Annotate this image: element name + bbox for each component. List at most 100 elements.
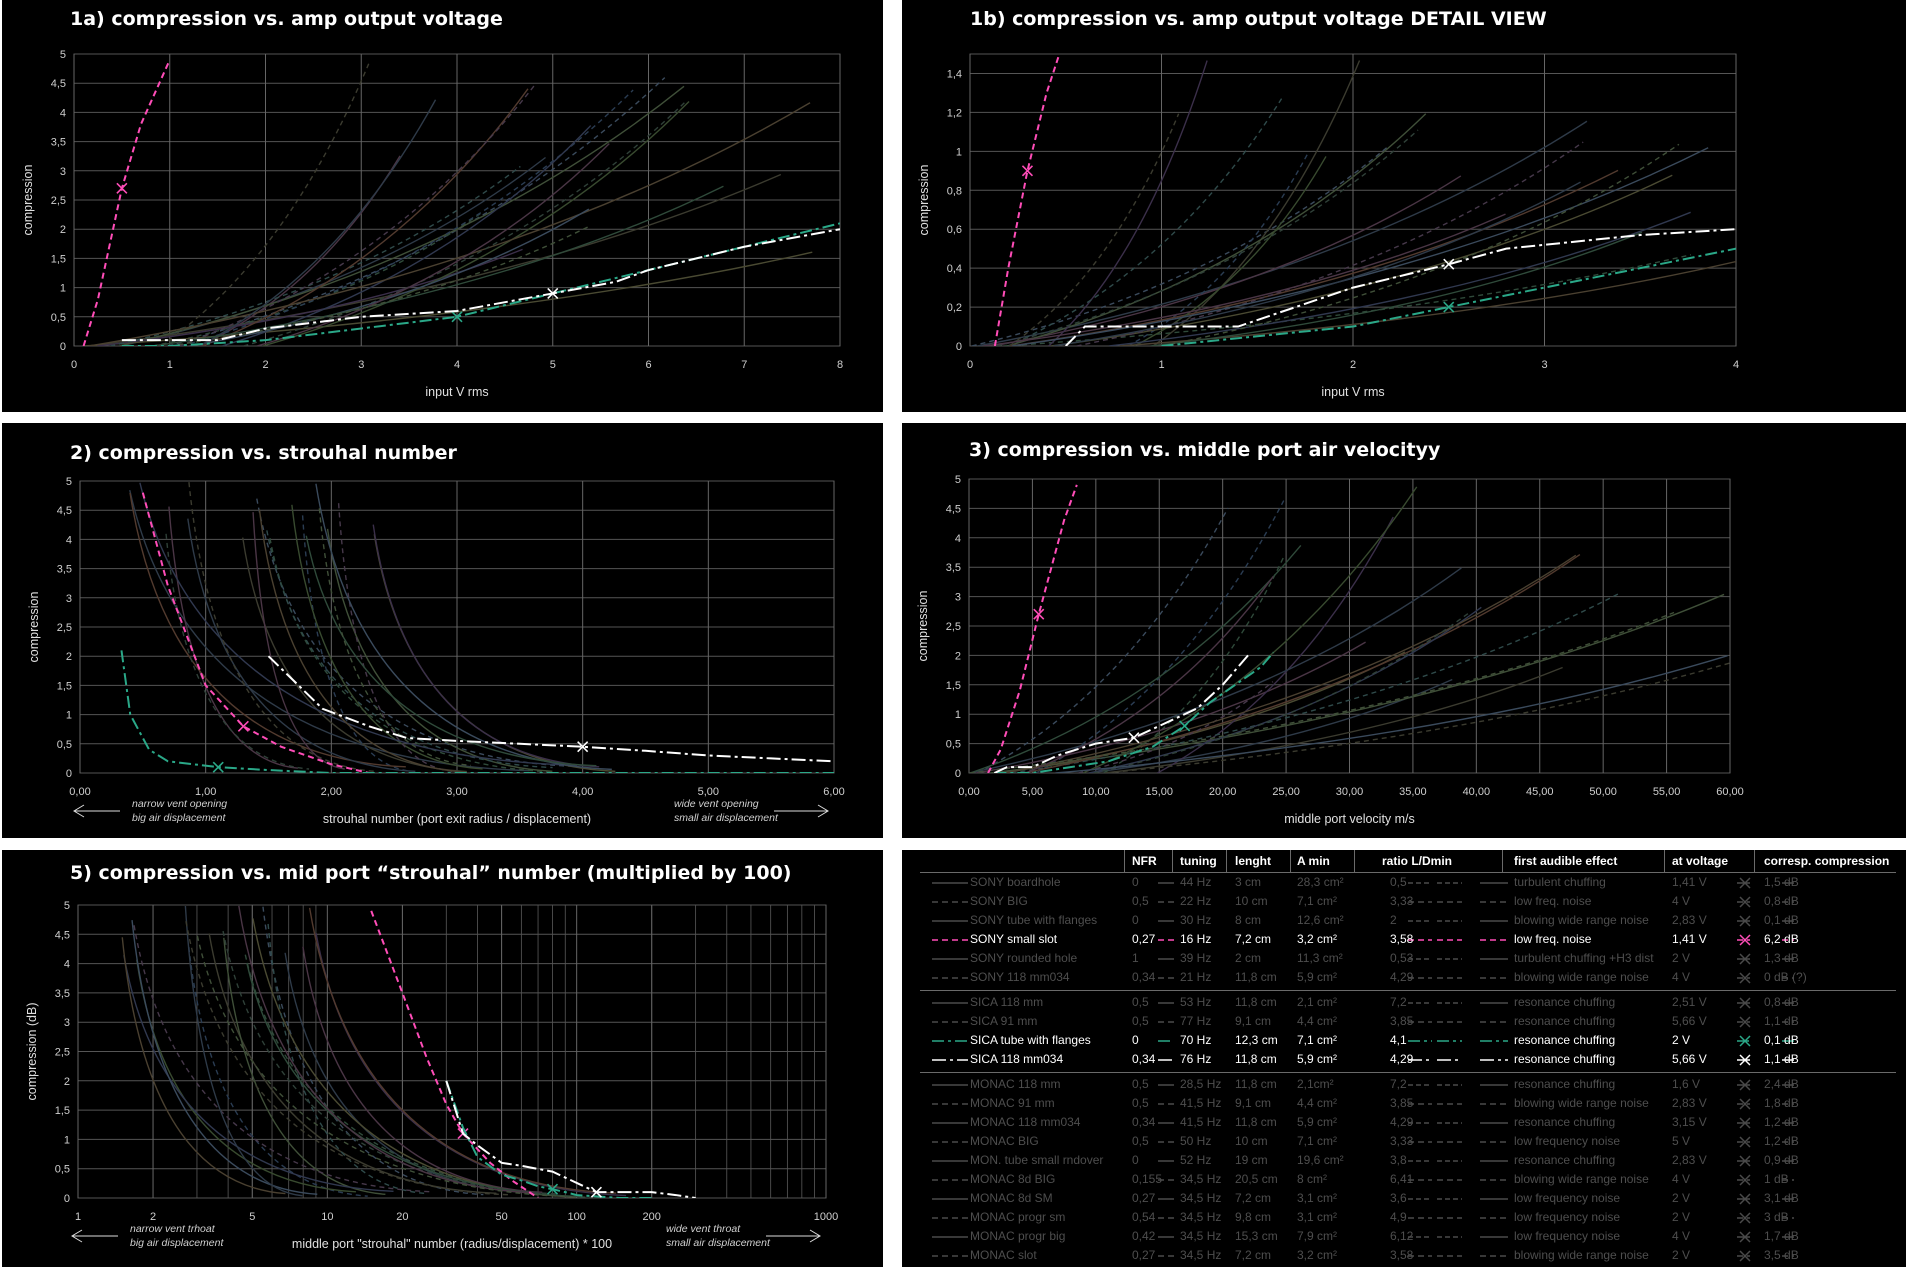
x-tick-label: 35,00 (1399, 786, 1427, 798)
table-cell-tuning: 44 Hz (1180, 875, 1212, 889)
table-cell-amin: 7,1 cm² (1297, 894, 1338, 908)
background-series-line (184, 905, 303, 1197)
legend-line-sample (932, 972, 1794, 984)
table-cell-length: 7,2 cm (1235, 932, 1272, 946)
table-cell-name: SICA 118 mm034 (970, 1052, 1064, 1066)
table-cell-name: MONAC 8d SM (970, 1191, 1053, 1205)
table-cell-effect: resonance chuffing (1514, 1153, 1616, 1167)
series-line-sica-tube-with-flanges (121, 222, 840, 346)
table-cell-voltage: 2,51 V (1672, 995, 1707, 1009)
table-cell-voltage: 2 V (1672, 1210, 1691, 1224)
background-series-group (83, 63, 813, 346)
table-cell-nfr: 0,5 (1132, 1096, 1149, 1110)
background-series-line (181, 89, 634, 346)
table-cell-comp: 6,2 dB (1764, 932, 1799, 946)
y-tick-label: 0,5 (946, 739, 961, 751)
background-series-line (165, 533, 310, 770)
table-cell-voltage: 4 V (1672, 894, 1691, 908)
y-tick-label: 4 (64, 959, 70, 971)
column-divider (1172, 850, 1173, 872)
table-cell-comp: 0,1 dB (1764, 1033, 1799, 1047)
y-tick-label: 1,5 (57, 680, 72, 692)
background-series-line (222, 930, 561, 1195)
x-axis-label: strouhal number (port exit radius / disp… (323, 812, 591, 826)
table-cell-name: MONAC slot (970, 1248, 1037, 1262)
y-tick-label: 2 (955, 650, 961, 662)
background-series-line (1008, 98, 1283, 346)
series-line-sica-118-mm034 (267, 655, 834, 763)
table-cell-voltage: 3,15 V (1672, 1115, 1707, 1129)
y-tick-label: 5 (60, 49, 66, 61)
y-tick-label: 1,2 (947, 107, 962, 119)
series-line-sica-118-mm034 (993, 654, 1249, 773)
y-tick-label: 0 (60, 341, 66, 353)
background-series-line (992, 175, 1462, 346)
y-tick-label: 1,4 (947, 68, 962, 80)
table-cell-tuning: 34,5 Hz (1180, 1229, 1222, 1243)
table-row: MONAC BIG 0,5 50 Hz 10 cm 7,1 cm² 3,33 low fre… (902, 1133, 1906, 1151)
table-cell-amin: 7,1 cm² (1297, 1134, 1338, 1148)
table-cell-length: 9,1 cm (1235, 1096, 1272, 1110)
table-row: MONAC 8d BIG 0,155 34,5 Hz 20,5 cm 8 cm² 6,41… (902, 1171, 1906, 1189)
background-series-line (1150, 231, 1643, 346)
table-cell-name: MONAC 118 mm (970, 1077, 1061, 1091)
table-cell-comp: 1,2 dB (1764, 1115, 1799, 1129)
x-tick-label: 3 (358, 359, 364, 371)
y-axis-label: compression (27, 592, 41, 663)
x-tick-label: 200 (643, 1211, 661, 1223)
x-tick-label: 1000 (814, 1211, 838, 1223)
background-series-line (266, 530, 553, 769)
table-cell-voltage: 1,6 V (1672, 1077, 1701, 1091)
series-marker (590, 1186, 602, 1198)
table-header: A min (1297, 854, 1330, 868)
table-cell-ratio: 0,53 (1390, 951, 1414, 965)
x-tick-label: 5 (249, 1211, 255, 1223)
y-tick-label: 2,5 (946, 621, 961, 633)
column-divider (1124, 850, 1125, 872)
arrow-left-icon (71, 1229, 118, 1243)
table-cell-nfr: 0,27 (1132, 1248, 1156, 1262)
legend-table: NFR tuning lenght A min ratio L/Dmin first au… (902, 850, 1906, 1267)
chart-5-svg: 0 0,5 1 1,5 2 2,5 3 3,5 4 4,5 5 1 2 5 10 20 50 100 200 1000… (25, 900, 838, 1251)
table-cell-nfr: 0,34 (1132, 1052, 1156, 1066)
table-header: first audible effect (1514, 854, 1618, 868)
background-series-line (139, 482, 577, 766)
table-cell-name: MONAC 118 mm034 (970, 1115, 1081, 1129)
table-cell-effect: blowing wide range noise (1514, 1096, 1649, 1110)
table-cell-ratio: 4,9 (1390, 1210, 1407, 1224)
series-line-sony-small-slot (993, 54, 1061, 346)
series-line-sica-tube-with-flanges (994, 651, 1275, 773)
legend-line-sample (932, 1231, 1794, 1243)
chart-panel-1b: 1b) compression vs. amp output voltage D… (902, 0, 1906, 412)
table-cell-length: 10 cm (1235, 894, 1268, 908)
x-tick-label: 4 (454, 359, 460, 371)
table-cell-nfr: 1 (1132, 951, 1139, 965)
table-cell-length: 8 cm (1235, 913, 1262, 927)
y-tick-label: 3,5 (55, 988, 70, 1000)
x-tick-label: 1 (167, 359, 173, 371)
table-cell-name: MONAC progr sm (970, 1210, 1066, 1224)
table-cell-name: MONAC 91 mm (970, 1096, 1055, 1110)
table-cell-effect: blowing wide range noise (1514, 913, 1649, 927)
table-cell-effect: resonance chuffing (1514, 1033, 1616, 1047)
background-series-line (238, 905, 535, 1194)
table-cell-name: SONY small slot (970, 932, 1058, 946)
table-header: lenght (1235, 854, 1271, 868)
table-cell-length: 9,1 cm (1235, 1014, 1272, 1028)
column-divider (1502, 850, 1503, 872)
background-series-line (1133, 156, 1327, 346)
table-cell-name: SONY rounded hole (970, 951, 1078, 965)
table-cell-tuning: 34,5 Hz (1180, 1210, 1222, 1224)
table-cell-effect: low frequency noise (1514, 1210, 1621, 1224)
table-cell-ratio: 3,33 (1390, 894, 1414, 908)
table-cell-effect: low freq. noise (1514, 932, 1592, 946)
y-tick-label: 3,5 (51, 137, 66, 149)
table-cell-voltage: 1,41 V (1672, 875, 1707, 889)
table-cell-nfr: 0,5 (1132, 995, 1149, 1009)
background-series-line (123, 954, 394, 1193)
table-cell-comp: 0,8 dB (1764, 995, 1799, 1009)
table-cell-tuning: 53 Hz (1180, 995, 1212, 1009)
table-cell-comp: 1,8 dB (1764, 1096, 1799, 1110)
background-series-line (167, 77, 666, 346)
table-cell-amin: 2,1cm² (1297, 1077, 1334, 1091)
